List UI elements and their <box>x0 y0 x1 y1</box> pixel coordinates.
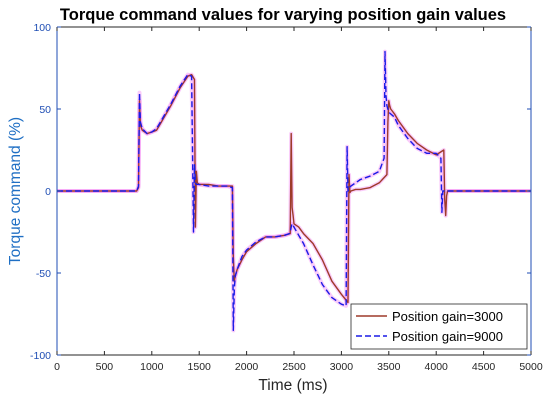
x-tick-label: 2500 <box>282 361 306 373</box>
legend-box <box>350 303 528 350</box>
x-tick-label: 5000 <box>519 361 543 373</box>
x-tick-label: 0 <box>54 361 60 373</box>
x-tick-label: 500 <box>96 361 114 373</box>
legend-label-1: Position gain=3000 <box>392 309 503 324</box>
tick-labels-group: 0 500 1000 1500 2000 2500 3000 3500 4000 4500 5000… <box>30 22 543 373</box>
x-tick-label: 4000 <box>425 361 449 373</box>
legend-label-2: Position gain=9000 <box>392 329 503 344</box>
x-tick-label: 1500 <box>188 361 212 373</box>
y-tick-label: -100 <box>30 350 51 362</box>
series-line-1 <box>57 73 531 304</box>
series-line-2 <box>57 50 531 332</box>
plot-series-group <box>57 49 531 333</box>
y-tick-label: 50 <box>39 104 51 116</box>
x-axis-label: Time (ms) <box>258 377 327 394</box>
chart-title: Torque command values for varying positi… <box>60 6 506 24</box>
y-tick-label: 0 <box>45 186 51 198</box>
x-tick-label: 3000 <box>330 361 354 373</box>
x-tick-label: 2000 <box>235 361 259 373</box>
x-tick-label: 1000 <box>140 361 164 373</box>
x-tick-label: 3500 <box>377 361 401 373</box>
y-tick-label: -50 <box>36 268 51 280</box>
x-tick-label: 4500 <box>472 361 496 373</box>
y-tick-label: 100 <box>33 22 51 34</box>
legend: Position gain=3000 Position gain=9000 <box>350 303 528 350</box>
y-axis-label: Torque command (%) <box>7 117 24 265</box>
